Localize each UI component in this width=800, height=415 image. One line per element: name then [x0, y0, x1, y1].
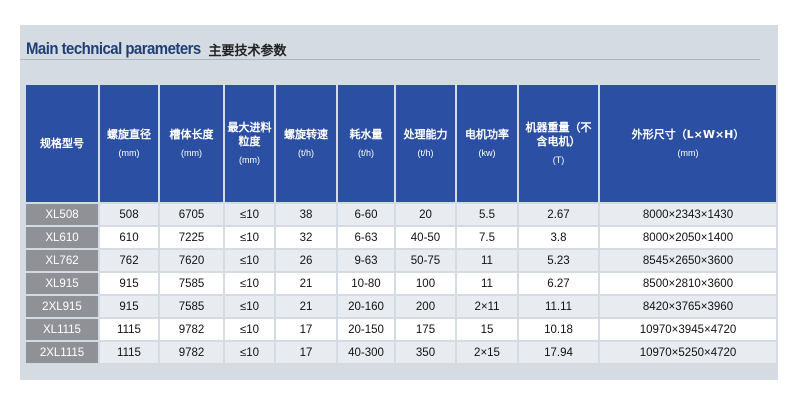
table-cell: 9-63 [338, 250, 394, 271]
table-cell: 610 [100, 227, 158, 248]
table-cell: 915 [100, 273, 158, 294]
table-cell: 2×11 [457, 296, 517, 317]
table-cell: 15 [457, 319, 517, 340]
title-chinese: 主要技术参数 [208, 44, 287, 59]
title-divider [20, 59, 760, 60]
table-row: XL508 508 6705 ≤10 38 6-60 20 5.5 2.67 8… [26, 204, 776, 225]
table-cell: 7620 [160, 250, 223, 271]
table-cell: ≤10 [225, 319, 274, 340]
table-cell: 21 [276, 273, 336, 294]
table-cell: 6-60 [338, 204, 394, 225]
table-cell: 10.18 [519, 319, 598, 340]
cell-model: XL1115 [26, 319, 98, 340]
table-cell: 17.94 [519, 342, 598, 363]
table-cell: ≤10 [225, 204, 274, 225]
table-cell: 8500×2810×3600 [600, 273, 776, 294]
header-model: 规格型号 [26, 85, 98, 202]
table-cell: 20-160 [338, 296, 394, 317]
table-cell: 1115 [100, 342, 158, 363]
table-cell: 8000×2050×1400 [600, 227, 776, 248]
cell-model: XL915 [26, 273, 98, 294]
table-cell: 21 [276, 296, 336, 317]
header-motor-power: 电机功率 (kw) [457, 85, 517, 202]
header-row: 规格型号 螺旋直径 (mm) 槽体长度 (mm) 最大进料粒度 (mm) 螺旋转速 (t… [26, 85, 776, 202]
table-cell: 100 [396, 273, 455, 294]
title-english: Main technical parameters [26, 39, 201, 58]
title-bar: Main technical parameters 主要技术参数 [26, 33, 766, 59]
header-max-feed-size: 最大进料粒度 (mm) [225, 85, 274, 202]
table-cell: 200 [396, 296, 455, 317]
spec-table: 规格型号 螺旋直径 (mm) 槽体长度 (mm) 最大进料粒度 (mm) 螺旋转速 (t… [24, 83, 778, 365]
table-row: XL915 915 7585 ≤10 21 10-80 100 11 6.27 … [26, 273, 776, 294]
table-cell: 9782 [160, 319, 223, 340]
table-cell: 7.5 [457, 227, 517, 248]
table-cell: 2.67 [519, 204, 598, 225]
header-trough-length: 槽体长度 (mm) [160, 85, 223, 202]
header-dimensions: 外形尺寸（L×W×H） (mm) [600, 85, 776, 202]
table-cell: 10970×3945×4720 [600, 319, 776, 340]
table-cell: 5.5 [457, 204, 517, 225]
table-cell: 915 [100, 296, 158, 317]
table-row: XL762 762 7620 ≤10 26 9-63 50-75 11 5.23… [26, 250, 776, 271]
cell-model: 2XL1115 [26, 342, 98, 363]
table-cell: 3.8 [519, 227, 598, 248]
table-cell: 20 [396, 204, 455, 225]
table-cell: 40-300 [338, 342, 394, 363]
table-cell: 10-80 [338, 273, 394, 294]
table-cell: 7585 [160, 296, 223, 317]
table-row: XL610 610 7225 ≤10 32 6-63 40-50 7.5 3.8… [26, 227, 776, 248]
table-row: XL1115 1115 9782 ≤10 17 20-150 175 15 10… [26, 319, 776, 340]
table-cell: ≤10 [225, 273, 274, 294]
table-cell: 6.27 [519, 273, 598, 294]
cell-model: XL610 [26, 227, 98, 248]
table-cell: 11 [457, 273, 517, 294]
table-cell: 20-150 [338, 319, 394, 340]
cell-model: XL508 [26, 204, 98, 225]
table-row: 2XL915 915 7585 ≤10 21 20-160 200 2×11 1… [26, 296, 776, 317]
header-spiral-diameter: 螺旋直径 (mm) [100, 85, 158, 202]
table-cell: 1115 [100, 319, 158, 340]
table-cell: 26 [276, 250, 336, 271]
table-cell: 5.23 [519, 250, 598, 271]
table-cell: 10970×5250×4720 [600, 342, 776, 363]
table-cell: ≤10 [225, 250, 274, 271]
table-cell: ≤10 [225, 227, 274, 248]
header-capacity: 处理能力 (t/h) [396, 85, 455, 202]
header-machine-weight: 机器重量（不含电机） (T) [519, 85, 598, 202]
header-spiral-speed: 螺旋转速 (t/h) [276, 85, 336, 202]
table-cell: 7225 [160, 227, 223, 248]
spec-panel: Main technical parameters 主要技术参数 规格型号 螺旋… [20, 25, 778, 380]
table-cell: 175 [396, 319, 455, 340]
table-cell: 8420×3765×3960 [600, 296, 776, 317]
table-cell: 40-50 [396, 227, 455, 248]
table-cell: 8545×2650×3600 [600, 250, 776, 271]
table-cell: 9782 [160, 342, 223, 363]
table-cell: 508 [100, 204, 158, 225]
table-cell: 7585 [160, 273, 223, 294]
table-cell: 11.11 [519, 296, 598, 317]
table-cell: 2×15 [457, 342, 517, 363]
header-water-consumption: 耗水量 (t/h) [338, 85, 394, 202]
table-row: 2XL1115 1115 9782 ≤10 17 40-300 350 2×15… [26, 342, 776, 363]
cell-model: 2XL915 [26, 296, 98, 317]
table-cell: 38 [276, 204, 336, 225]
table-cell: 6705 [160, 204, 223, 225]
table-cell: 32 [276, 227, 336, 248]
table-cell: 8000×2343×1430 [600, 204, 776, 225]
table-cell: ≤10 [225, 342, 274, 363]
cell-model: XL762 [26, 250, 98, 271]
table-cell: 17 [276, 342, 336, 363]
table-cell: 17 [276, 319, 336, 340]
table-cell: 762 [100, 250, 158, 271]
table-cell: 350 [396, 342, 455, 363]
table-cell: 6-63 [338, 227, 394, 248]
table-cell: ≤10 [225, 296, 274, 317]
table-cell: 11 [457, 250, 517, 271]
table-cell: 50-75 [396, 250, 455, 271]
